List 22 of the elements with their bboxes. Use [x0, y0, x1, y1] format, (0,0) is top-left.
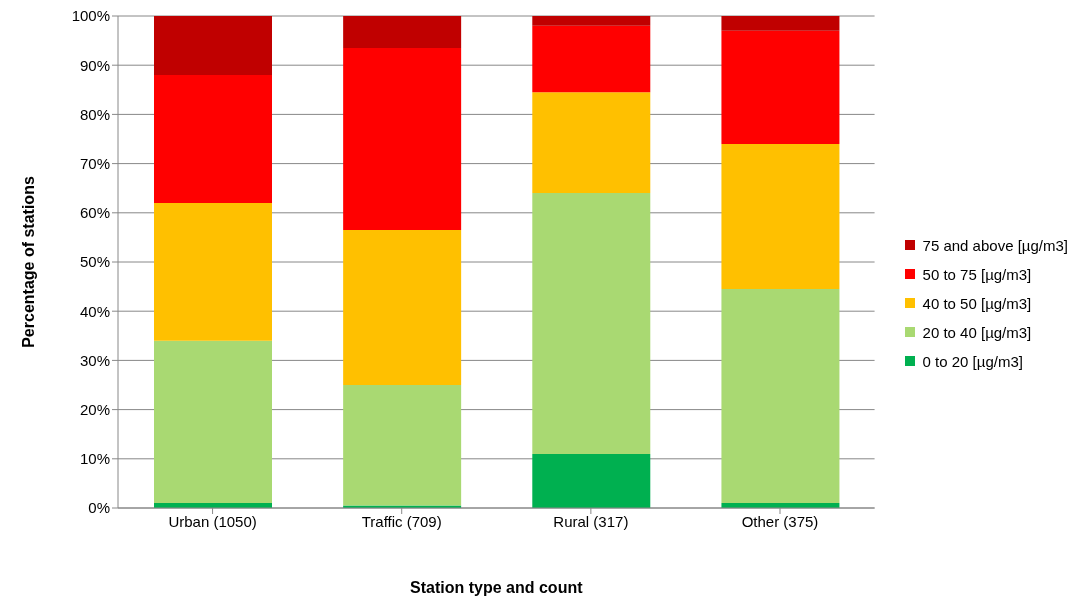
- y-tick-label: 20%: [79, 400, 110, 418]
- x-axis-title: Station type and count: [410, 579, 584, 596]
- y-tick-label: 90%: [79, 56, 110, 74]
- y-tick-label: 50%: [79, 253, 110, 271]
- y-tick-label: 80%: [79, 105, 110, 123]
- x-tick-label: Traffic (709): [361, 512, 442, 530]
- legend-label: 0 to 20 [µg/m3]: [922, 352, 1023, 370]
- y-tick-label: 40%: [79, 302, 110, 320]
- legend-label: 40 to 50 [µg/m3]: [922, 294, 1032, 312]
- y-tick-label: 10%: [79, 450, 110, 468]
- x-tick-label: Other (375): [741, 512, 819, 530]
- legend-label: 75 and above [µg/m3]: [922, 236, 1068, 254]
- legend-label: 20 to 40 [µg/m3]: [922, 323, 1032, 341]
- y-axis-title: Percentage of stations: [19, 176, 37, 348]
- y-tick-label: 0%: [88, 499, 110, 517]
- y-tick-label: 100%: [71, 7, 110, 25]
- legend-label: 50 to 75 [µg/m3]: [922, 265, 1032, 283]
- y-tick-label: 30%: [79, 351, 110, 369]
- x-tick-label: Rural (317): [553, 512, 629, 530]
- x-tick-label: Urban (1050): [168, 512, 257, 530]
- y-tick-label: 70%: [79, 154, 110, 172]
- y-tick-label: 60%: [79, 204, 110, 222]
